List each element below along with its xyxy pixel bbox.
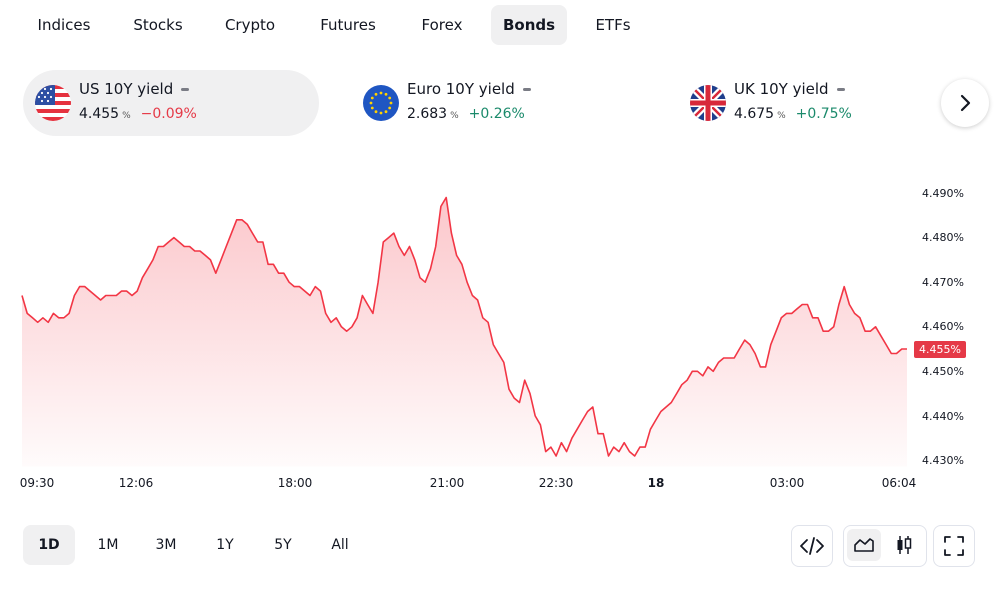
area-chart-icon <box>854 538 874 552</box>
x-tick-label: 21:00 <box>429 476 465 490</box>
x-tick-label: 03:00 <box>769 476 805 490</box>
card-quote: 4.455% −0.09% <box>79 106 197 122</box>
tab-futures[interactable]: Futures <box>320 16 376 34</box>
card-value: 4.455 <box>79 106 120 122</box>
tab-forex[interactable]: Forex <box>421 16 463 34</box>
chart-series-line <box>21 196 907 457</box>
eu-flag-icon <box>363 85 399 121</box>
x-tick-label: 12:06 <box>118 476 154 490</box>
next-button[interactable] <box>941 79 989 127</box>
symbol-card-euro10y[interactable]: Euro 10Y yield 2.683% +0.26% <box>351 70 647 136</box>
card-value: 4.675 <box>734 106 775 122</box>
card-change: +0.26% <box>468 106 525 122</box>
code-icon <box>800 537 824 555</box>
fullscreen-icon <box>944 536 964 556</box>
fullscreen-button[interactable] <box>933 525 975 567</box>
card-quote: 4.675% +0.75% <box>734 106 852 122</box>
minus-icon <box>836 88 845 91</box>
embed-button[interactable] <box>791 525 833 567</box>
range-3m-button[interactable]: 3M <box>155 537 177 553</box>
range-5y-button[interactable]: 5Y <box>274 537 292 553</box>
x-tick-label: 18:00 <box>277 476 313 490</box>
last-value-badge: 4.455% <box>914 341 966 358</box>
x-tick-label: 22:30 <box>538 476 574 490</box>
symbol-card-us10y[interactable]: US 10Y yield 4.455% −0.09% <box>23 70 319 136</box>
range-1d-button[interactable]: 1D <box>23 525 75 565</box>
tab-etfs[interactable]: ETFs <box>595 16 631 34</box>
card-name: UK 10Y yield <box>734 80 845 98</box>
candlestick-icon <box>897 536 912 554</box>
chart-area-fill <box>22 197 907 467</box>
y-tick-label: 4.460% <box>922 320 964 333</box>
x-tick-label: 18 <box>647 476 665 490</box>
card-unit: % <box>122 111 131 121</box>
tab-stocks[interactable]: Stocks <box>133 16 183 34</box>
card-unit: % <box>777 111 786 121</box>
card-quote: 2.683% +0.26% <box>407 106 525 122</box>
minus-icon <box>181 88 190 91</box>
card-change: +0.75% <box>795 106 852 122</box>
range-1m-button[interactable]: 1M <box>97 537 119 553</box>
card-name: US 10Y yield <box>79 80 190 98</box>
range-1y-button[interactable]: 1Y <box>216 537 234 553</box>
card-change: −0.09% <box>140 106 197 122</box>
uk-flag-icon <box>690 85 726 121</box>
chevron-right-icon <box>960 94 971 112</box>
x-tick-label: 06:04 <box>881 476 917 490</box>
range-all-button[interactable]: All <box>331 537 349 553</box>
chart-style-group <box>843 525 927 567</box>
card-value: 2.683 <box>407 106 448 122</box>
us-flag-icon <box>35 85 71 121</box>
candles-style-button[interactable] <box>887 529 921 561</box>
y-tick-label: 4.450% <box>922 365 964 378</box>
card-unit: % <box>450 111 459 121</box>
y-tick-label: 4.440% <box>922 410 964 423</box>
card-name: Euro 10Y yield <box>407 80 531 98</box>
x-tick-label: 09:30 <box>19 476 55 490</box>
tab-indices[interactable]: Indices <box>37 16 91 34</box>
y-tick-label: 4.470% <box>922 276 964 289</box>
tab-crypto[interactable]: Crypto <box>224 16 276 34</box>
y-tick-label: 4.480% <box>922 231 964 244</box>
symbol-card-uk10y[interactable]: UK 10Y yield 4.675% +0.75% <box>678 70 928 136</box>
y-tick-label: 4.430% <box>922 454 964 467</box>
tab-bonds[interactable]: Bonds <box>491 5 567 45</box>
minus-icon <box>522 88 531 91</box>
area-style-button[interactable] <box>847 529 881 561</box>
y-tick-label: 4.490% <box>922 187 964 200</box>
yield-chart[interactable] <box>0 150 995 490</box>
